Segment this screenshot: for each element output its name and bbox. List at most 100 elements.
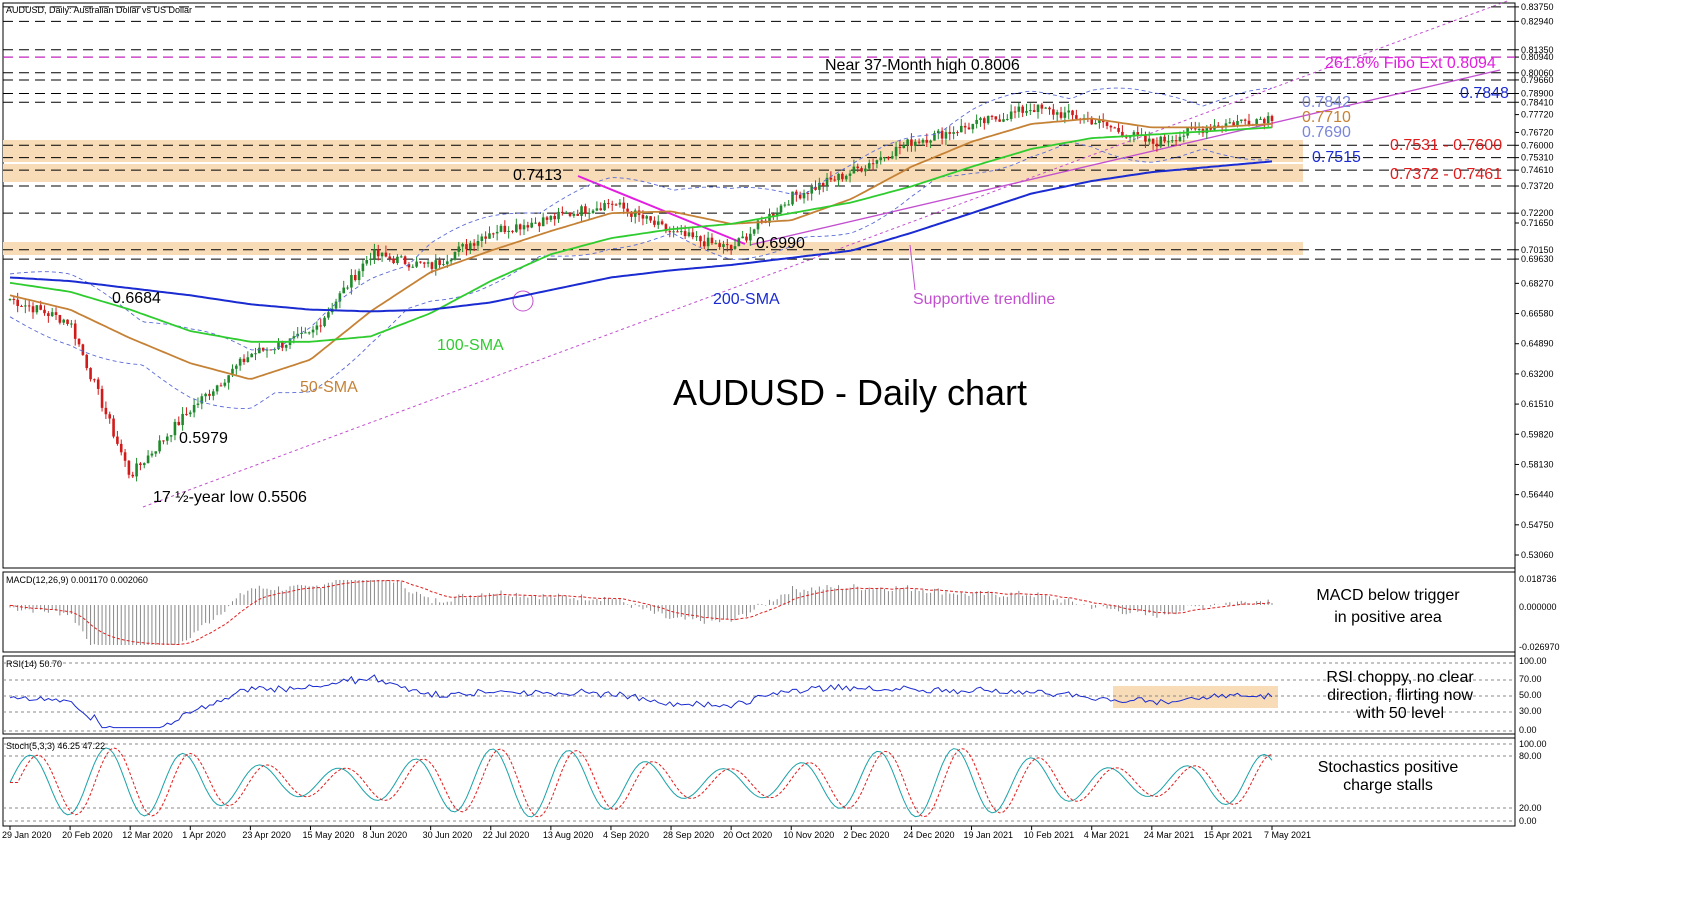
candle-body-202 (783, 204, 787, 206)
candle-body-17 (73, 323, 77, 339)
candle-body-31 (127, 460, 131, 475)
candle-body-166 (645, 216, 649, 219)
macd-panel-frame (2, 571, 1516, 653)
candle-body-169 (656, 221, 660, 225)
candle-body-313 (1209, 127, 1212, 130)
annotation-7690: 0.7690 (1302, 124, 1351, 141)
candle-body-275 (1063, 112, 1067, 118)
candle-body-268 (1036, 104, 1040, 112)
candle-body-12 (54, 312, 58, 315)
candle-body-110 (430, 262, 434, 269)
candle-body-54 (215, 385, 219, 392)
candle-body-156 (607, 203, 610, 205)
candle-body-13 (58, 314, 62, 323)
candle-body-249 (963, 125, 967, 128)
annotation-5979: 0.5979 (179, 430, 228, 447)
candle-body-127 (495, 231, 499, 234)
date-tick-label-19: 24 Mar 2021 (1144, 830, 1195, 840)
date-tick-label-16: 19 Jan 2021 (964, 830, 1014, 840)
candle-body-57 (227, 375, 230, 383)
macd-note-line1: MACD below trigger (1316, 587, 1460, 604)
candle-body-8 (39, 305, 42, 310)
candle-body-257 (994, 116, 998, 120)
candle-body-36 (146, 455, 150, 464)
candle-body-74 (292, 336, 296, 339)
price-tick-label-7: 0.78410 (1521, 97, 1554, 107)
candle-body-283 (1094, 122, 1097, 125)
price-tick-label-9: 0.76720 (1521, 127, 1554, 137)
candle-body-98 (384, 252, 388, 257)
label-supportive-trendline: Supportive trendline (913, 291, 1055, 308)
candle-body-236 (913, 141, 917, 146)
candle-body-300 (1159, 136, 1163, 147)
candle-body-310 (1197, 129, 1201, 131)
candle-body-212 (821, 182, 825, 186)
date-tick-label-8: 22 Jul 2020 (483, 830, 530, 840)
sma-line-50-sma (9, 117, 1273, 380)
price-tick-label-11: 0.75310 (1521, 153, 1554, 163)
candle-body-221 (856, 166, 860, 169)
price-tick-label-4: 0.80060 (1521, 68, 1554, 78)
candle-body-123 (480, 236, 484, 241)
date-tick-label-5: 15 May 2020 (302, 830, 354, 840)
price-tick-label-25: 0.56440 (1521, 490, 1554, 500)
trendline-pointer (909, 244, 916, 291)
macd-signal-line (9, 579, 1272, 646)
candle-body-163 (633, 210, 637, 217)
cross-marker-circle (512, 290, 534, 312)
candle-body-276 (1067, 110, 1070, 113)
candle-body-40 (162, 440, 165, 442)
candle-body-256 (990, 115, 994, 117)
candle-body-216 (837, 173, 840, 181)
candle-body-3 (20, 305, 23, 307)
chart-header: AUDUSD, Daily: Australian Dollar vs US D… (6, 5, 192, 15)
candle-body-189 (733, 246, 737, 249)
candle-body-228 (883, 157, 886, 159)
candle-body-278 (1075, 115, 1078, 119)
candle-body-60 (238, 358, 242, 366)
candle-body-154 (599, 208, 603, 211)
date-tick-label-4: 23 Apr 2020 (242, 830, 291, 840)
candle-body-105 (411, 266, 415, 268)
candle-body-80 (315, 325, 319, 330)
date-tick-label-20: 15 Apr 2021 (1204, 830, 1253, 840)
candle-body-298 (1151, 138, 1155, 144)
candle-body-141 (549, 215, 553, 220)
candle-body-86 (338, 293, 342, 302)
bollinger-lower (9, 141, 1273, 410)
candle-body-95 (373, 249, 376, 259)
date-tick-label-3: 1 Apr 2020 (182, 830, 226, 840)
price-tick-label-21: 0.63200 (1521, 369, 1554, 379)
candle-body-250 (967, 127, 971, 130)
candle-body-224 (867, 163, 871, 169)
candle-body-312 (1205, 127, 1209, 134)
candle-body-136 (530, 222, 533, 228)
candle-body-142 (553, 215, 556, 220)
price-tick-label-8: 0.77720 (1521, 110, 1554, 120)
candle-body-219 (848, 173, 852, 176)
rsi-zone (1113, 686, 1278, 708)
candle-body-128 (499, 225, 503, 232)
candle-body-207 (802, 192, 806, 199)
price-tick-label-22: 0.61510 (1521, 399, 1554, 409)
candle-body-208 (806, 192, 810, 194)
candle-body-198 (768, 213, 771, 223)
candle-body-162 (630, 211, 633, 217)
candle-body-177 (687, 232, 691, 237)
candle-body-137 (534, 222, 537, 224)
moving-averages (9, 117, 1273, 380)
candle-body-247 (956, 132, 959, 134)
candle-body-181 (702, 241, 706, 247)
candle-body-121 (472, 243, 476, 246)
candle-body-92 (361, 263, 365, 272)
candle-body-48 (192, 404, 196, 413)
candle-body-81 (319, 325, 323, 327)
candle-body-122 (476, 240, 480, 246)
candle-body-231 (894, 146, 898, 157)
candle-body-15 (66, 319, 69, 324)
candle-body-42 (169, 435, 173, 437)
label-50-sma: 50-SMA (300, 379, 358, 396)
candle-body-50 (200, 396, 204, 404)
candle-body-113 (442, 264, 445, 266)
